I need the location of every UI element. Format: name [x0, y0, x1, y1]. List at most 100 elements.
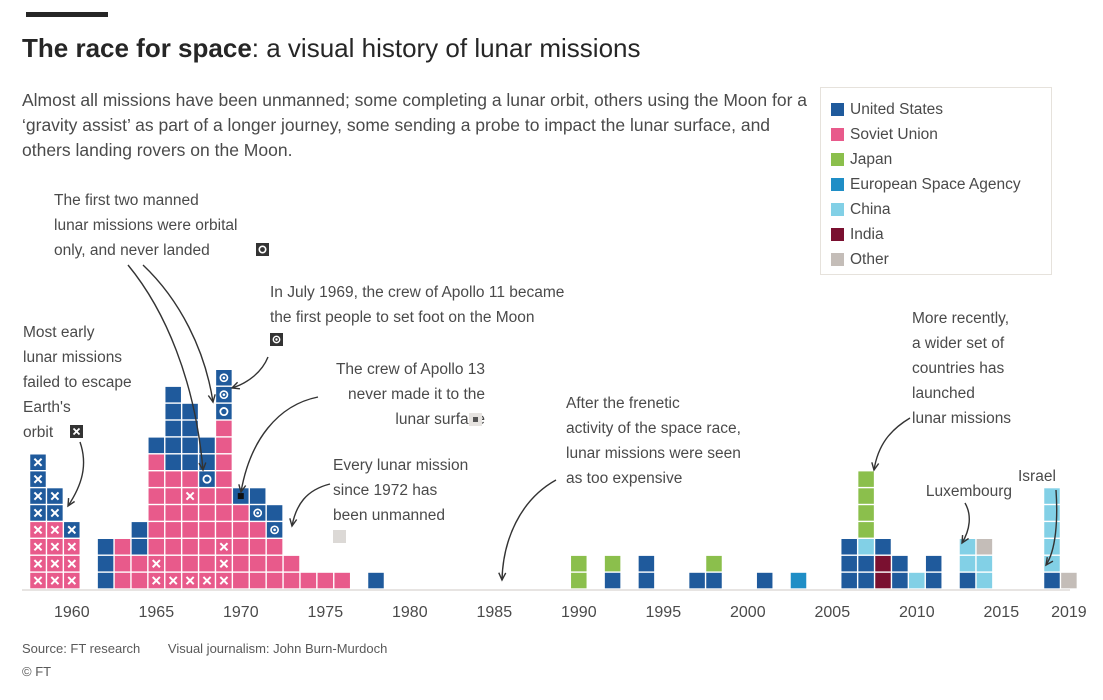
mission-square — [756, 572, 773, 589]
mission-square — [317, 572, 334, 589]
mission-square — [216, 471, 232, 487]
annotation-frenetic: lunar missions were seen — [566, 445, 741, 462]
mission-square — [148, 454, 165, 470]
x-tick-label: 1960 — [54, 604, 90, 621]
mission-square — [959, 555, 976, 572]
mission-square — [114, 555, 131, 572]
mission-square — [858, 539, 874, 555]
mission-square — [216, 437, 232, 454]
mission-square — [858, 522, 874, 538]
mission-square — [689, 572, 705, 589]
arrow-recent — [873, 417, 911, 471]
arrow-early — [67, 441, 85, 507]
arrow-israel — [1045, 489, 1058, 566]
annotation-frenetic: After the frenetic — [566, 395, 680, 412]
legend: United States Soviet Union Japan European S… — [820, 87, 1052, 275]
failed-marker — [33, 576, 43, 585]
annotation-luxembourg: Luxembourg — [926, 483, 1012, 500]
legend-item: European Space Agency — [831, 172, 1051, 197]
mission-square — [858, 488, 874, 504]
mission-square — [131, 572, 148, 589]
failed-marker — [33, 508, 43, 518]
mission-square — [249, 572, 266, 589]
legend-swatch — [831, 153, 844, 166]
mission-square — [182, 555, 198, 572]
failed-marker — [33, 525, 43, 535]
mission-square — [604, 555, 621, 572]
mission-square — [233, 572, 249, 589]
apollo13-marker — [237, 493, 244, 500]
legend-item: Japan — [831, 147, 1051, 172]
mission-square — [233, 539, 249, 555]
failed-marker — [67, 542, 77, 552]
mission-square — [182, 522, 198, 538]
mission-square — [283, 572, 300, 589]
mission-square — [875, 539, 891, 555]
orbital-icon-mark — [258, 245, 267, 254]
mission-square — [199, 555, 215, 572]
annotation-apollo11: In July 1969, the crew of Apollo 11 beca… — [270, 284, 564, 301]
mission-square — [148, 539, 165, 555]
mission-square — [892, 572, 908, 589]
mission-square — [266, 539, 283, 555]
mission-square — [165, 437, 181, 454]
mission-square — [165, 539, 181, 555]
mission-square — [368, 572, 384, 589]
mission-square — [148, 522, 165, 538]
landing-marker — [253, 508, 263, 518]
failed-marker — [168, 576, 178, 585]
mission-square — [165, 386, 181, 403]
legend-swatch — [831, 128, 844, 141]
orbital-marker — [202, 474, 212, 484]
arrowhead-apollo11 — [230, 381, 241, 390]
legend-label: United States — [850, 100, 944, 118]
arrow-manned-1 — [127, 264, 204, 471]
annotation-recent: countries has — [912, 360, 1004, 377]
mission-square — [1044, 488, 1060, 504]
x-tick-label: 1970 — [223, 604, 259, 621]
mission-square — [182, 539, 198, 555]
annotation-early: Most early — [23, 324, 95, 341]
mission-square — [638, 555, 655, 572]
annotation-early: failed to escape — [23, 374, 132, 391]
mission-square — [638, 572, 655, 589]
failed-marker — [33, 559, 43, 568]
legend-item: China — [831, 197, 1051, 222]
mission-square — [233, 505, 249, 521]
mission-square — [976, 555, 993, 572]
legend-swatch — [831, 178, 844, 191]
legend-item: Other — [831, 247, 1051, 272]
failed-marker — [50, 508, 60, 518]
mission-square — [97, 555, 114, 572]
failed-marker — [33, 457, 43, 467]
mission-square — [334, 572, 350, 589]
page-title: The race for space: a visual history of … — [22, 33, 641, 64]
mission-square — [1044, 555, 1060, 572]
annotation-unmanned: since 1972 has — [333, 482, 438, 499]
mission-square — [148, 488, 165, 504]
annotation-israel: Israel — [1018, 468, 1056, 485]
failed-marker — [50, 576, 60, 585]
annotation-frenetic: as too expensive — [566, 470, 682, 487]
mission-square — [1044, 572, 1060, 589]
mission-square — [182, 505, 198, 521]
mission-square — [114, 572, 131, 589]
arrow-frenetic — [501, 479, 557, 581]
orbital-icon — [256, 243, 269, 256]
mission-square — [909, 572, 925, 589]
landing-marker-center — [273, 528, 276, 532]
mission-square — [604, 572, 621, 589]
legend-swatch — [831, 228, 844, 241]
mission-square — [959, 572, 976, 589]
mission-square — [1044, 505, 1060, 521]
arrowhead-unmanned — [289, 518, 298, 528]
annotation-apollo13: never made it to the — [348, 386, 485, 403]
mission-square — [571, 572, 587, 589]
failed-marker — [151, 576, 161, 585]
arrowhead-manned-1 — [198, 462, 207, 472]
mission-square — [858, 555, 874, 572]
x-tick-label: 1990 — [561, 604, 597, 621]
footer-copyright: © FT — [22, 664, 52, 679]
failed-marker — [219, 542, 229, 552]
mission-square — [165, 471, 181, 487]
